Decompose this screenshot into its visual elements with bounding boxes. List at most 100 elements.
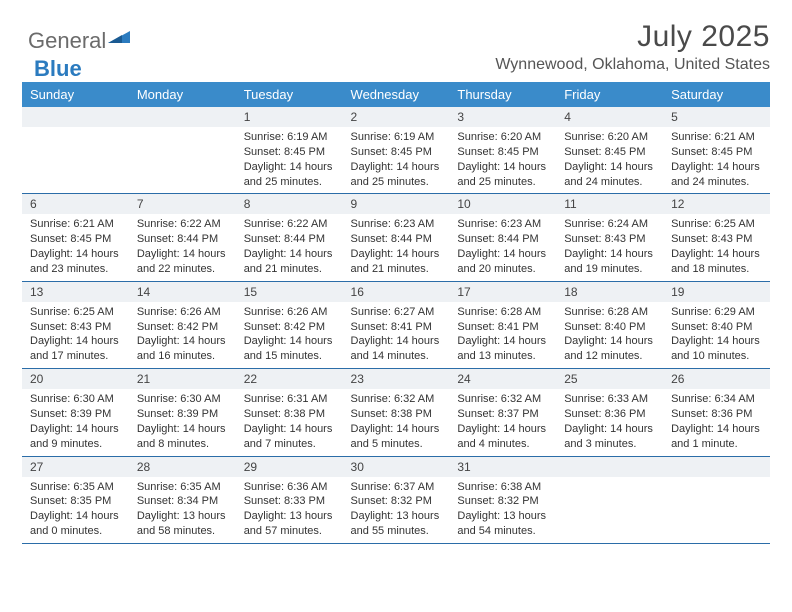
sunrise-text: Sunrise: 6:30 AM [30, 392, 121, 407]
daylight2-text: and 15 minutes. [244, 349, 335, 364]
sunrise-text: Sunrise: 6:19 AM [244, 130, 335, 145]
sunset-text: Sunset: 8:42 PM [244, 320, 335, 335]
col-wednesday: Wednesday [343, 82, 450, 107]
day-number [22, 107, 129, 127]
week-row: Sunrise: 6:19 AMSunset: 8:45 PMDaylight:… [22, 127, 770, 194]
sunrise-text: Sunrise: 6:20 AM [457, 130, 548, 145]
week-row: Sunrise: 6:30 AMSunset: 8:39 PMDaylight:… [22, 389, 770, 456]
daylight1-text: Daylight: 14 hours [457, 334, 548, 349]
daylight2-text: and 4 minutes. [457, 437, 548, 452]
daylight2-text: and 25 minutes. [351, 175, 442, 190]
sunrise-text: Sunrise: 6:36 AM [244, 480, 335, 495]
daylight1-text: Daylight: 14 hours [30, 509, 121, 524]
daylight2-text: and 9 minutes. [30, 437, 121, 452]
daylight2-text: and 20 minutes. [457, 262, 548, 277]
daylight1-text: Daylight: 14 hours [351, 247, 442, 262]
day-cell [663, 477, 770, 544]
day-cell: Sunrise: 6:33 AMSunset: 8:36 PMDaylight:… [556, 389, 663, 456]
sunset-text: Sunset: 8:45 PM [30, 232, 121, 247]
daylight2-text: and 12 minutes. [564, 349, 655, 364]
day-cell: Sunrise: 6:30 AMSunset: 8:39 PMDaylight:… [129, 389, 236, 456]
daynum-row: 12345 [22, 107, 770, 127]
daylight2-text: and 21 minutes. [244, 262, 335, 277]
day-number: 16 [343, 281, 450, 302]
daylight2-text: and 17 minutes. [30, 349, 121, 364]
day-cell: Sunrise: 6:30 AMSunset: 8:39 PMDaylight:… [22, 389, 129, 456]
daylight1-text: Daylight: 14 hours [137, 422, 228, 437]
day-cell: Sunrise: 6:25 AMSunset: 8:43 PMDaylight:… [22, 302, 129, 369]
day-number: 14 [129, 281, 236, 302]
sunset-text: Sunset: 8:45 PM [671, 145, 762, 160]
sunset-text: Sunset: 8:45 PM [244, 145, 335, 160]
daylight1-text: Daylight: 14 hours [244, 160, 335, 175]
sunrise-text: Sunrise: 6:25 AM [671, 217, 762, 232]
header: General Blue July 2025 Wynnewood, Oklaho… [22, 20, 770, 74]
sunrise-text: Sunrise: 6:33 AM [564, 392, 655, 407]
sunrise-text: Sunrise: 6:29 AM [671, 305, 762, 320]
week-row: Sunrise: 6:25 AMSunset: 8:43 PMDaylight:… [22, 302, 770, 369]
daylight2-text: and 3 minutes. [564, 437, 655, 452]
daylight2-text: and 19 minutes. [564, 262, 655, 277]
page-title: July 2025 [495, 20, 770, 54]
daylight1-text: Daylight: 14 hours [564, 334, 655, 349]
day-number: 11 [556, 194, 663, 215]
daylight1-text: Daylight: 14 hours [137, 247, 228, 262]
daylight1-text: Daylight: 13 hours [244, 509, 335, 524]
daylight1-text: Daylight: 14 hours [30, 247, 121, 262]
sunrise-text: Sunrise: 6:26 AM [137, 305, 228, 320]
week-row: Sunrise: 6:35 AMSunset: 8:35 PMDaylight:… [22, 477, 770, 544]
day-cell: Sunrise: 6:36 AMSunset: 8:33 PMDaylight:… [236, 477, 343, 544]
day-cell: Sunrise: 6:22 AMSunset: 8:44 PMDaylight:… [236, 214, 343, 281]
daylight1-text: Daylight: 14 hours [564, 422, 655, 437]
day-cell [129, 127, 236, 194]
daynum-row: 20212223242526 [22, 369, 770, 390]
day-cell: Sunrise: 6:28 AMSunset: 8:40 PMDaylight:… [556, 302, 663, 369]
daylight1-text: Daylight: 14 hours [244, 247, 335, 262]
day-number: 30 [343, 456, 450, 477]
weekday-header-row: Sunday Monday Tuesday Wednesday Thursday… [22, 82, 770, 107]
sunrise-text: Sunrise: 6:37 AM [351, 480, 442, 495]
sunset-text: Sunset: 8:33 PM [244, 494, 335, 509]
col-sunday: Sunday [22, 82, 129, 107]
sunset-text: Sunset: 8:41 PM [457, 320, 548, 335]
daylight1-text: Daylight: 14 hours [30, 334, 121, 349]
day-number: 18 [556, 281, 663, 302]
daylight2-text: and 25 minutes. [244, 175, 335, 190]
brand-general: General [28, 28, 106, 54]
day-cell: Sunrise: 6:21 AMSunset: 8:45 PMDaylight:… [22, 214, 129, 281]
sunrise-text: Sunrise: 6:27 AM [351, 305, 442, 320]
day-number [129, 107, 236, 127]
daylight2-text: and 25 minutes. [457, 175, 548, 190]
daynum-row: 6789101112 [22, 194, 770, 215]
day-cell: Sunrise: 6:29 AMSunset: 8:40 PMDaylight:… [663, 302, 770, 369]
daylight2-text: and 55 minutes. [351, 524, 442, 539]
sunset-text: Sunset: 8:42 PM [137, 320, 228, 335]
sunset-text: Sunset: 8:43 PM [671, 232, 762, 247]
day-cell: Sunrise: 6:28 AMSunset: 8:41 PMDaylight:… [449, 302, 556, 369]
daylight1-text: Daylight: 14 hours [351, 422, 442, 437]
calendar-table: Sunday Monday Tuesday Wednesday Thursday… [22, 82, 770, 544]
day-cell: Sunrise: 6:32 AMSunset: 8:38 PMDaylight:… [343, 389, 450, 456]
daylight2-text: and 54 minutes. [457, 524, 548, 539]
brand-logo: General [28, 28, 130, 54]
sunrise-text: Sunrise: 6:35 AM [137, 480, 228, 495]
sunrise-text: Sunrise: 6:22 AM [137, 217, 228, 232]
brand-mark-icon [108, 23, 130, 49]
day-cell: Sunrise: 6:26 AMSunset: 8:42 PMDaylight:… [236, 302, 343, 369]
day-cell: Sunrise: 6:19 AMSunset: 8:45 PMDaylight:… [343, 127, 450, 194]
sunrise-text: Sunrise: 6:21 AM [671, 130, 762, 145]
day-number: 29 [236, 456, 343, 477]
daylight2-text: and 7 minutes. [244, 437, 335, 452]
sunset-text: Sunset: 8:34 PM [137, 494, 228, 509]
day-cell: Sunrise: 6:19 AMSunset: 8:45 PMDaylight:… [236, 127, 343, 194]
day-number: 28 [129, 456, 236, 477]
sunset-text: Sunset: 8:38 PM [351, 407, 442, 422]
day-cell: Sunrise: 6:32 AMSunset: 8:37 PMDaylight:… [449, 389, 556, 456]
day-cell: Sunrise: 6:31 AMSunset: 8:38 PMDaylight:… [236, 389, 343, 456]
daylight1-text: Daylight: 14 hours [137, 334, 228, 349]
day-number: 10 [449, 194, 556, 215]
sunrise-text: Sunrise: 6:32 AM [351, 392, 442, 407]
sunset-text: Sunset: 8:44 PM [457, 232, 548, 247]
daylight2-text: and 1 minute. [671, 437, 762, 452]
sunrise-text: Sunrise: 6:23 AM [457, 217, 548, 232]
